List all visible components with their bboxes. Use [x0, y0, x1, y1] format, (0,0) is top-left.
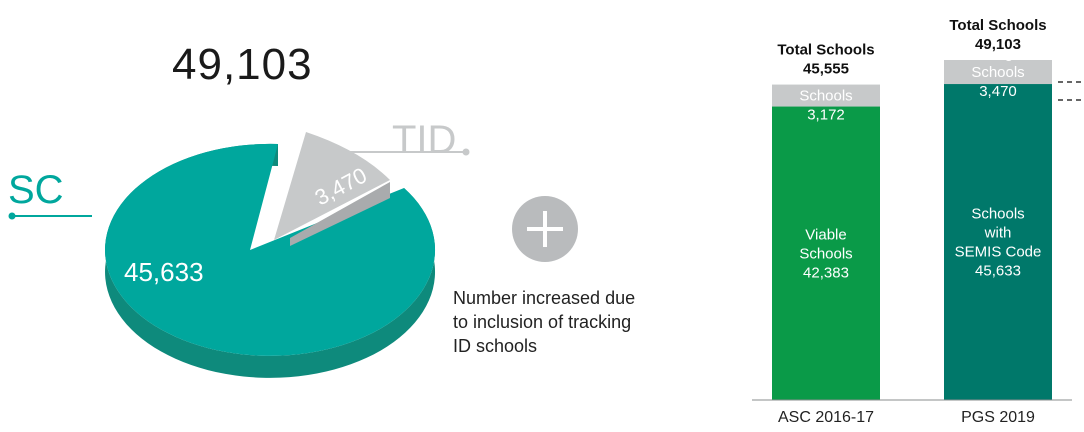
bar-label-0-0-1: Schools — [799, 245, 852, 262]
bar-segment-0-0 — [772, 106, 880, 400]
plus-icon — [512, 196, 578, 262]
bar-label-1-1-2: 3,470 — [979, 83, 1017, 100]
sc-callout-label: SC — [8, 168, 64, 212]
bar-total-value-0: 45,555 — [803, 61, 849, 78]
pie-slice-sc — [105, 143, 436, 356]
pie-slice-tid-side — [290, 182, 390, 246]
bar-total-value-1: 49,103 — [975, 36, 1021, 53]
bar-label-1-0-0: Schools — [971, 206, 1024, 223]
bar-total-title-0: Total Schools — [777, 42, 874, 59]
tid-callout-dot — [462, 148, 470, 156]
bar-label-0-0-0: Viable — [805, 226, 846, 243]
x-tick-label-1: PGS 2019 — [961, 409, 1035, 426]
bar-label-0-1-0: Non-Viable — [789, 69, 863, 86]
stacked-bar-chart: Viable Schools 42,383 Non-Viable Schools 3,17… — [752, 17, 1084, 426]
bar-segment-1-0 — [944, 84, 1052, 401]
bar-label-1-0-1: with — [984, 225, 1012, 242]
increase-note: Number increased due to inclusion of tra… — [453, 288, 636, 356]
tid-callout-label: TID — [392, 118, 457, 162]
bar-label-0-1-2: 3,172 — [807, 107, 845, 124]
bar-segment-1-1 — [944, 60, 1052, 85]
sc-callout-dot — [8, 212, 16, 220]
bar-label-0-1-1: Schools — [799, 88, 852, 105]
bar-label-1-0-2: SEMIS Code — [955, 244, 1042, 261]
x-tick-label-0: ASC 2016-17 — [778, 409, 874, 426]
pie-label-sc-value: 45,633 — [124, 257, 204, 287]
bar-label-1-0-3: 45,633 — [975, 263, 1021, 280]
bar-label-1-1-1: Schools — [971, 64, 1024, 81]
bar-segment-0-1 — [772, 84, 880, 107]
pie-slice-tid — [274, 132, 390, 240]
bar-total-title-1: Total Schools — [949, 17, 1046, 34]
pie-total-label: 49,103 — [172, 40, 313, 89]
bar-label-1-1-0: Tracking IDs — [956, 45, 1040, 62]
bar-label-0-0-2: 42,383 — [803, 264, 849, 281]
